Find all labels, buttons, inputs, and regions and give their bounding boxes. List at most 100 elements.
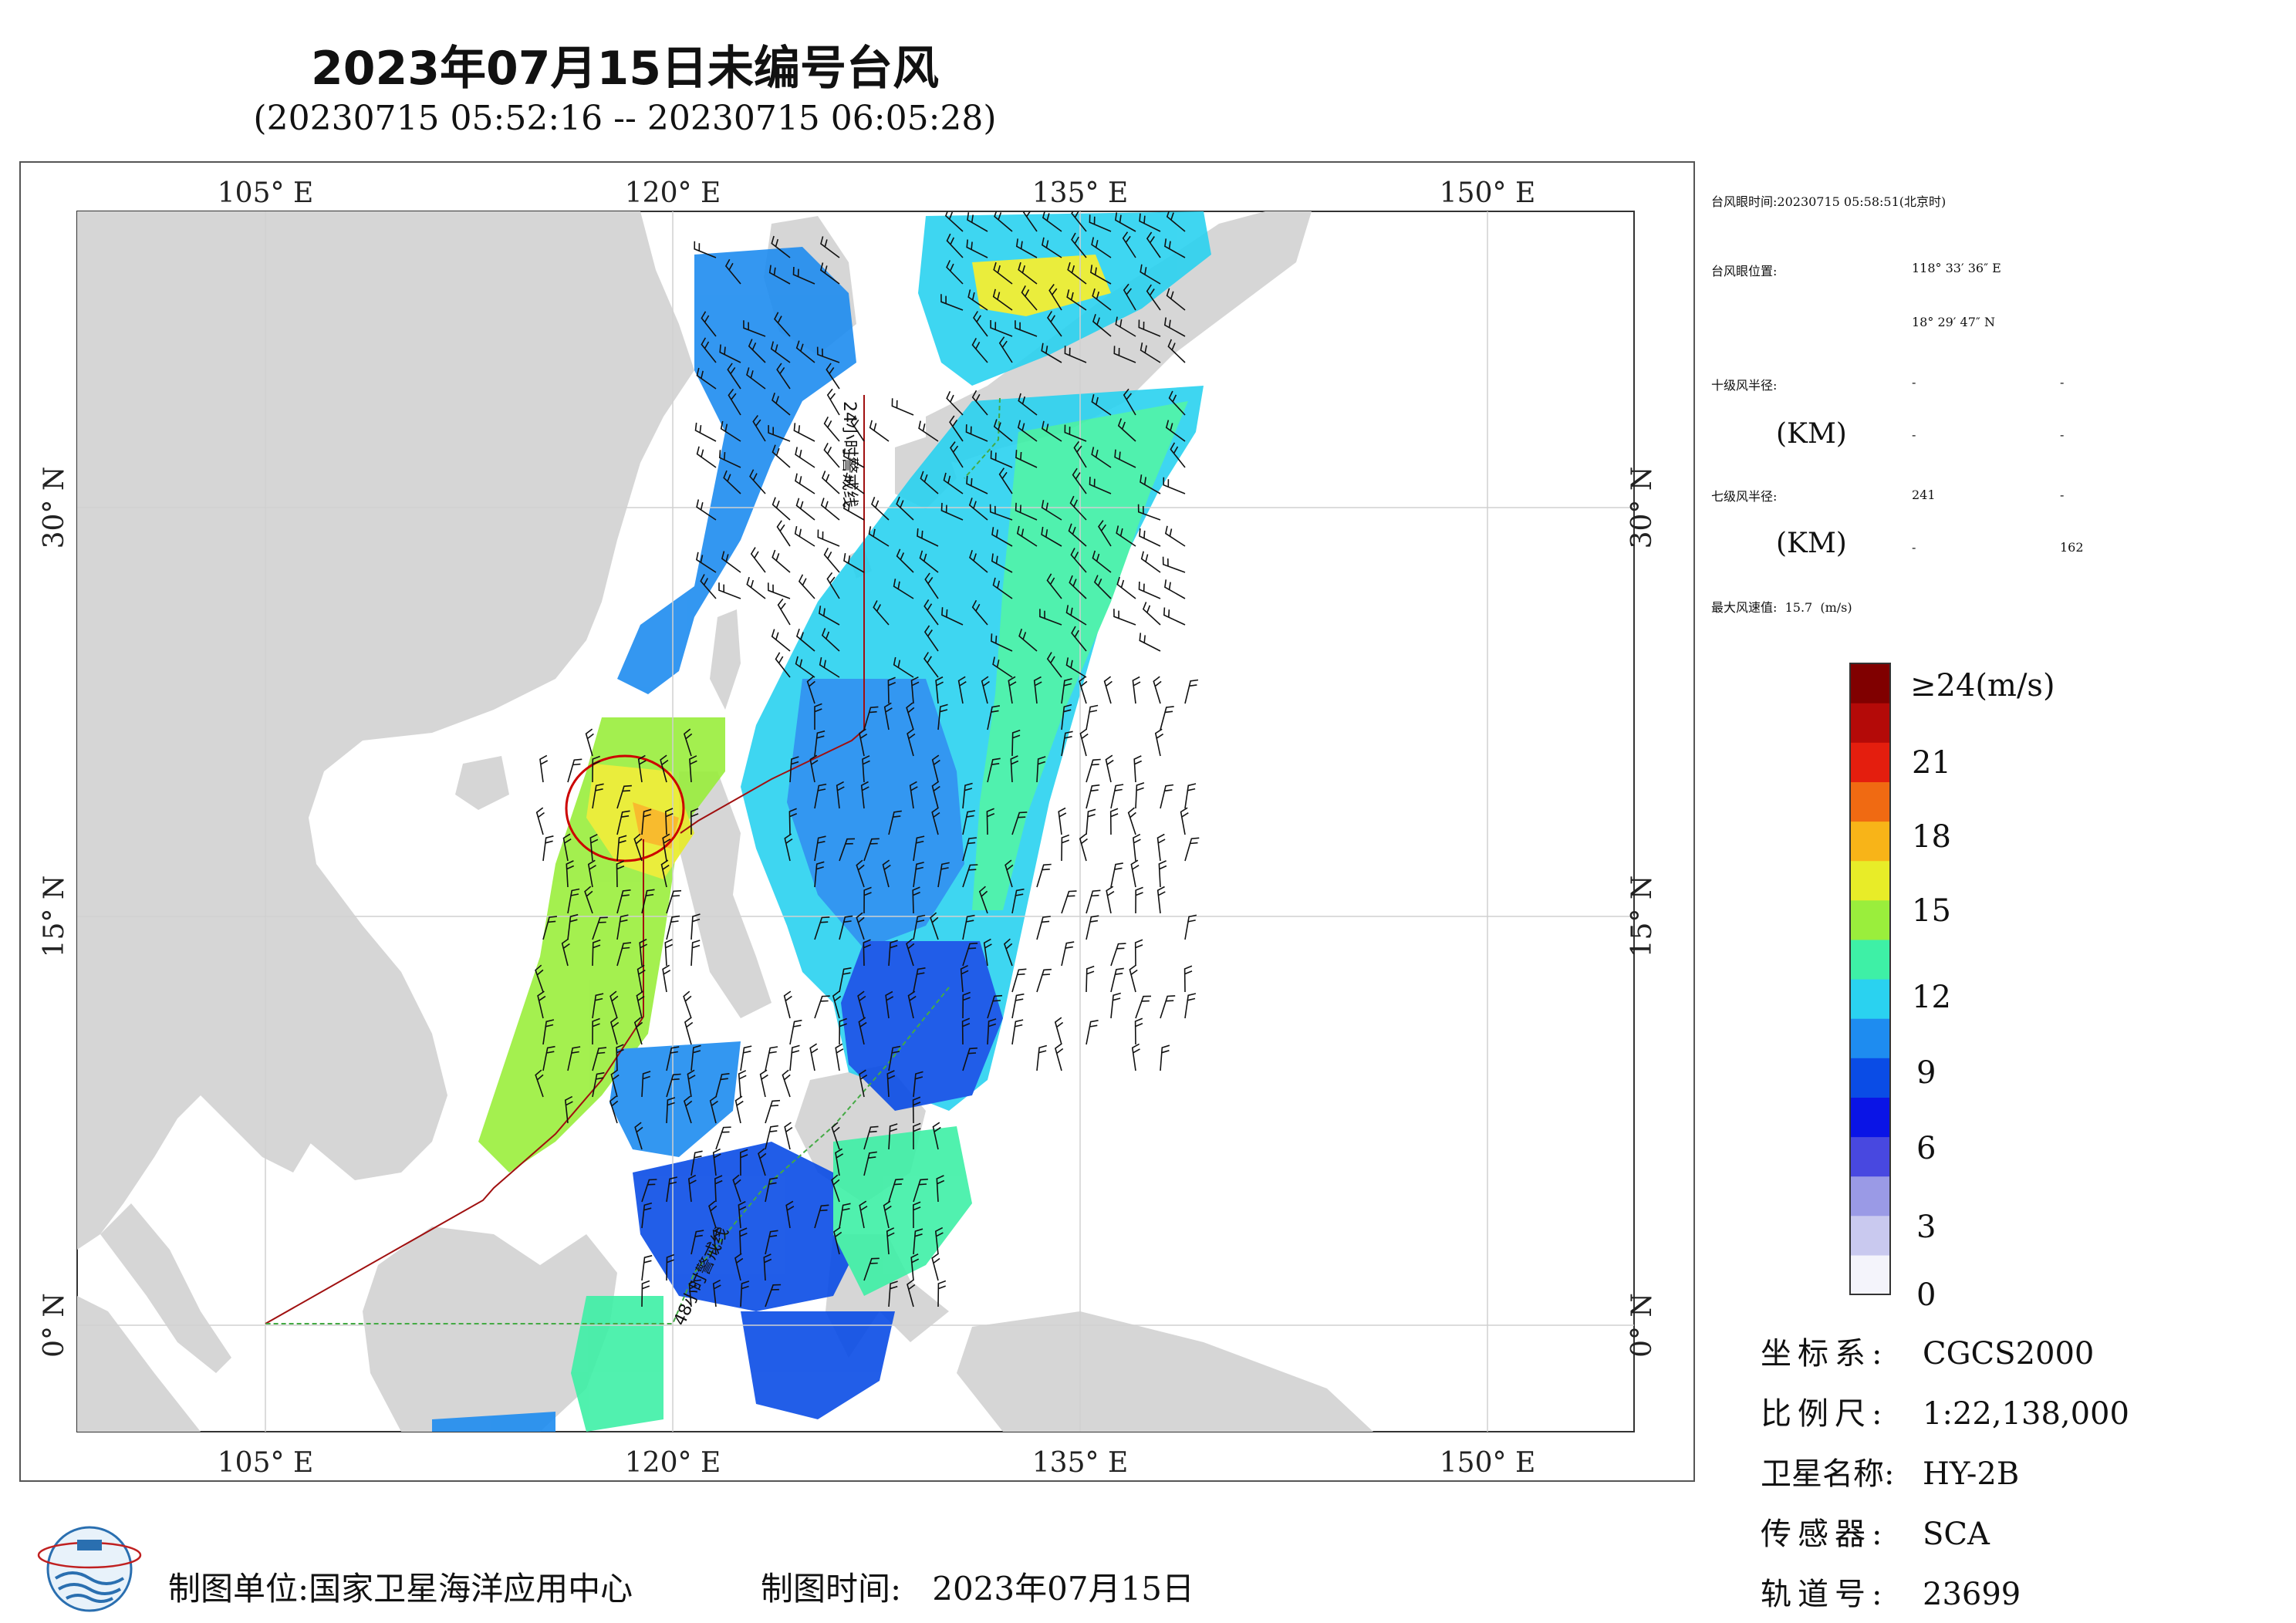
wind-barb — [1016, 525, 1038, 547]
wind-barb — [839, 915, 853, 940]
wind-barb — [1047, 311, 1062, 337]
wind-barb — [1046, 573, 1062, 599]
wind-barb — [1123, 388, 1136, 416]
wind-barb — [771, 235, 791, 258]
wind-barb — [1170, 442, 1186, 468]
wind-barb — [937, 1280, 947, 1308]
crs-row: 坐标系: CGCS2000 — [1761, 1328, 2094, 1373]
wind-barb — [969, 550, 988, 573]
lat-tick-right-15: 15° N — [1626, 876, 1658, 958]
wind-barb — [1110, 992, 1122, 1019]
wind-barb — [814, 861, 825, 888]
wind-barb — [932, 1122, 941, 1150]
wind-barb — [833, 1227, 842, 1255]
wind-barb — [724, 258, 741, 285]
eye-time-row: 台风眼时间:20230715 05:58:51(北京时) — [1711, 191, 1946, 210]
wind-barb — [712, 1279, 721, 1308]
wind-barb — [636, 964, 646, 993]
wind-barb — [795, 498, 815, 521]
map-layers: 24小时警戒线 48小时警戒线 — [77, 211, 1634, 1432]
wind-barb — [746, 576, 766, 599]
wind-barb — [1064, 424, 1087, 442]
warning-line-24h — [680, 395, 865, 834]
wind-barb — [966, 239, 988, 258]
wind-barb — [1153, 676, 1162, 704]
wind-barb — [962, 810, 976, 835]
satellite-value: HY-2B — [1923, 1456, 2020, 1492]
wind-barb — [641, 1202, 653, 1229]
wind-barb — [1139, 213, 1161, 232]
wind-barb — [1036, 916, 1051, 940]
r10-value-ne: - — [1912, 375, 1916, 390]
wind-barb — [931, 754, 940, 783]
wind-swath-south-green — [833, 1126, 972, 1296]
wind-barb — [690, 940, 701, 967]
wind-barb — [1086, 889, 1101, 914]
r10-label: 十级风半径: — [1711, 378, 1778, 393]
wind-barb — [1129, 964, 1138, 993]
wind-barbs — [535, 211, 1200, 1308]
r10-value-nw: - — [2060, 427, 2065, 442]
wind-barb — [986, 808, 995, 835]
wind-swath-celebes-blue — [633, 1142, 864, 1311]
wind-barb — [701, 337, 717, 363]
wind-barb — [795, 340, 815, 363]
wind-barb — [913, 1122, 921, 1150]
wind-swath-banda — [571, 1296, 663, 1432]
wind-barb — [1163, 477, 1186, 494]
wind-barb — [1061, 731, 1073, 757]
wind-barb — [819, 606, 840, 626]
colorbar-band — [1850, 821, 1890, 862]
wind-barb — [567, 1046, 581, 1071]
wind-barb — [1110, 967, 1124, 993]
wind-barb — [971, 390, 988, 416]
wind-barb — [913, 1071, 923, 1098]
wind-barb — [785, 1200, 795, 1229]
wind-barb — [814, 730, 826, 757]
wind-barb — [1091, 447, 1112, 468]
wind-barb — [806, 676, 815, 704]
wind-barb — [795, 447, 815, 468]
wind-barb — [1106, 886, 1115, 914]
wind-barb — [913, 914, 926, 940]
wind-barb — [734, 1253, 744, 1281]
wind-barb — [934, 1227, 944, 1255]
wind-barb — [690, 808, 699, 835]
wind-barb — [987, 994, 1003, 1019]
lat-tick-right-0: 0° N — [1626, 1293, 1658, 1358]
production-time-value: 2023年07月15日 — [932, 1570, 1194, 1608]
max-wind-label: 最大风速值: — [1711, 600, 1778, 615]
wind-barb — [1180, 807, 1189, 835]
wind-barb — [592, 993, 604, 1019]
wind-barb — [616, 835, 627, 862]
wind-barb — [1134, 1017, 1143, 1045]
wind-barb — [1065, 657, 1087, 678]
wind-barb — [1015, 502, 1038, 521]
wind-barb — [1068, 523, 1087, 547]
wind-barb — [694, 241, 717, 258]
colorbar-tick-0: 0 — [1916, 1277, 1936, 1313]
wind-barb — [666, 1046, 680, 1071]
wind-barb — [823, 548, 840, 573]
eye-latitude: 18° 29′ 47″ N — [1912, 315, 1995, 329]
colorbar-band — [1850, 1097, 1890, 1138]
wind-barb — [924, 572, 939, 599]
wind-barb — [758, 1148, 767, 1176]
wind-barb — [537, 990, 546, 1019]
colorbar-tick-12: 12 — [1912, 980, 1951, 1015]
wind-barb — [819, 656, 840, 678]
wind-barb — [1167, 339, 1186, 363]
wind-barb — [616, 785, 632, 809]
observation-time-range: (20230715 05:52:16 -- 20230715 06:05:28) — [253, 99, 997, 138]
wind-barb — [912, 1201, 921, 1229]
wind-barb — [768, 582, 791, 599]
wind-barb — [666, 915, 680, 940]
wind-barb — [708, 1200, 718, 1229]
warning-lines — [265, 395, 1001, 1324]
wind-barb — [616, 942, 632, 967]
wind-barb — [971, 338, 988, 363]
wind-barb — [633, 1017, 643, 1045]
wind-barb — [993, 419, 1013, 442]
wind-barb — [1067, 262, 1087, 285]
wind-barb — [1164, 579, 1186, 599]
